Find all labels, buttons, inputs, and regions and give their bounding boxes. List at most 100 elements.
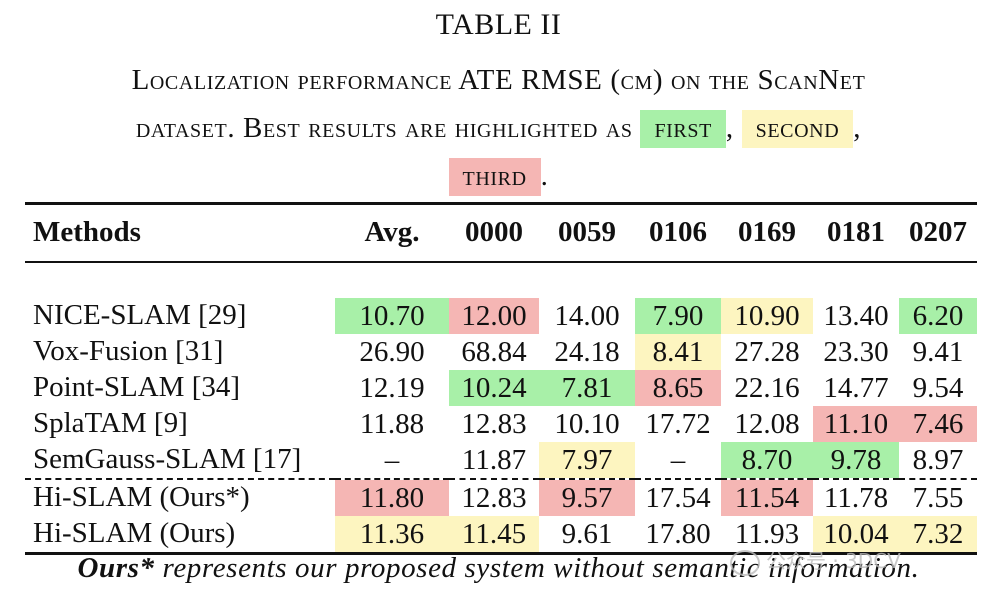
ate-value: 6.20	[899, 297, 977, 334]
header-methods: Methods	[25, 202, 335, 263]
value-cell: 8.97	[899, 442, 977, 479]
table-row: Point-SLAM [34] 12.19 10.24 7.81 8.65 22.16 14…	[25, 369, 977, 406]
value-cell: 10.24	[449, 369, 539, 406]
value-cell: 7.32	[899, 515, 977, 555]
ate-value: 11.78	[823, 481, 889, 514]
ate-value: 10.90	[721, 297, 813, 334]
header-avg: Avg.	[335, 202, 449, 263]
ate-value: 11.93	[734, 517, 800, 550]
header-row: Methods Avg. 0000 0059 0106 0169 0181 02…	[25, 202, 977, 263]
caption-prefix: dataset. Best results are highlighted as	[135, 112, 633, 144]
ate-value: 12.00	[449, 297, 539, 334]
value-cell: 7.46	[899, 405, 977, 442]
table-footnote: Ours* represents our proposed system wit…	[0, 552, 997, 585]
ate-value: 12.83	[461, 481, 527, 514]
value-cell: 27.28	[721, 334, 813, 370]
method-name: SplaTAM [9]	[33, 407, 188, 439]
value-cell: 8.70	[721, 441, 813, 479]
value-cell: 11.54	[721, 477, 813, 516]
ate-value: 11.80	[335, 479, 449, 516]
ate-value: 9.41	[912, 335, 964, 368]
ate-value: 10.70	[335, 297, 449, 334]
wechat-icon	[730, 549, 760, 576]
ate-value: 14.77	[823, 371, 889, 404]
ate-value: 7.55	[912, 481, 964, 514]
ate-value: 10.24	[449, 369, 539, 406]
table-row: Hi-SLAM (Ours) 11.36 11.45 9.61 17.80 11.93 10…	[25, 515, 977, 555]
ate-value: –	[670, 443, 686, 476]
header-scene: 0000	[449, 202, 539, 263]
ate-value: 9.78	[813, 441, 899, 478]
ate-value: 23.30	[823, 335, 889, 368]
value-cell: 7.81	[539, 369, 635, 406]
ate-value: 9.57	[539, 479, 635, 516]
value-cell: 9.41	[899, 334, 977, 370]
method-name: Hi-SLAM (Ours*)	[25, 477, 335, 516]
value-cell: –	[635, 442, 721, 479]
legend-second: second	[741, 110, 854, 148]
value-cell: 7.97	[539, 441, 635, 479]
value-cell: 12.19	[335, 370, 449, 406]
ate-value: 24.18	[554, 335, 620, 368]
value-cell: 9.78	[813, 441, 899, 479]
watermark-text: 公众号 · 3DCV	[766, 549, 901, 573]
ate-value: 10.10	[554, 407, 620, 440]
value-cell: 14.77	[813, 370, 899, 406]
value-cell: 10.10	[539, 406, 635, 442]
ate-value: 9.61	[561, 517, 613, 550]
value-cell: 12.08	[721, 406, 813, 442]
footnote-text: represents our proposed system without s…	[154, 552, 920, 584]
ate-value: 17.54	[645, 481, 711, 514]
method-name: SemGauss-SLAM [17]	[33, 443, 302, 475]
method-name: Vox-Fusion [31]	[33, 335, 224, 367]
header-scene: 0207	[899, 202, 977, 263]
table-row: Hi-SLAM (Ours*) 11.80 12.83 9.57 17.54 11.54 1…	[25, 477, 977, 516]
table-row: NICE-SLAM [29] 10.70 12.00 14.00 7.90 10.90 13…	[25, 297, 977, 334]
table-body: NICE-SLAM [29] 10.70 12.00 14.00 7.90 10.90 13…	[25, 262, 977, 555]
ate-value: 12.19	[359, 371, 425, 404]
ate-value: 11.54	[721, 479, 813, 516]
header-scene: 0059	[539, 202, 635, 263]
value-cell: 7.90	[635, 297, 721, 334]
value-cell: 6.20	[899, 297, 977, 334]
table-row: SplaTAM [9] 11.88 12.83 10.10 17.72 12.08 11.1…	[25, 405, 977, 442]
value-cell: 12.83	[449, 477, 539, 516]
caption-period: .	[540, 160, 549, 192]
value-cell: 11.88	[335, 406, 449, 442]
watermark: 公众号 · 3DCV	[730, 545, 901, 576]
caption-comma-1: ,	[725, 112, 734, 144]
value-cell: 9.61	[539, 515, 635, 555]
value-cell: 8.41	[635, 333, 721, 370]
value-cell: 10.04	[813, 515, 899, 555]
ate-value: 7.90	[635, 297, 721, 334]
ate-value: 8.65	[635, 369, 721, 406]
table-title: TABLE II	[435, 8, 562, 41]
value-cell: 26.90	[335, 334, 449, 370]
ate-value: 7.46	[899, 405, 977, 442]
legend-first: first	[640, 110, 726, 148]
value-cell: 12.83	[449, 406, 539, 442]
value-cell: 23.30	[813, 334, 899, 370]
value-cell: 9.57	[539, 477, 635, 516]
value-cell: 24.18	[539, 334, 635, 370]
ate-value: 11.87	[461, 443, 527, 476]
value-cell: 13.40	[813, 298, 899, 334]
ate-value: 7.81	[539, 369, 635, 406]
value-cell: 11.93	[721, 515, 813, 555]
table-row: Vox-Fusion [31] 26.90 68.84 24.18 8.41 27.28 2…	[25, 333, 977, 370]
caption-line-2: dataset. Best results are highlighted as…	[22, 104, 975, 152]
results-table: Methods Avg. 0000 0059 0106 0169 0181 02…	[25, 202, 977, 555]
method-name: Point-SLAM [34]	[33, 371, 241, 403]
ate-value: 26.90	[359, 335, 425, 368]
ate-value: 8.41	[635, 333, 721, 370]
ate-value: 10.04	[813, 515, 899, 552]
ate-value: 8.97	[912, 443, 964, 476]
value-cell: 68.84	[449, 334, 539, 370]
ate-value: 9.54	[912, 371, 964, 404]
spacer-row	[25, 262, 977, 298]
value-cell: 10.90	[721, 297, 813, 334]
ate-value: 17.80	[645, 517, 711, 550]
value-cell: 11.36	[335, 515, 449, 555]
value-cell: 11.87	[449, 442, 539, 479]
ate-value: 11.36	[335, 515, 449, 552]
